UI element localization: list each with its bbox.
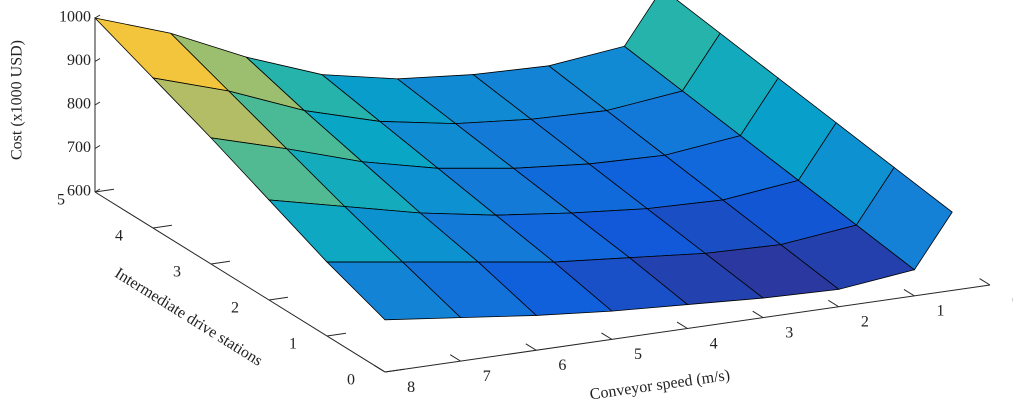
x-tick-label: 1: [936, 303, 944, 320]
z-tick: [94, 145, 101, 149]
x-tick: [828, 299, 840, 308]
z-tick-label: 600: [67, 183, 91, 200]
x-tick-label: 8: [407, 379, 415, 396]
x-tick: [449, 354, 461, 362]
surface-patch: [326, 261, 462, 321]
x-tick: [601, 332, 613, 340]
y-tick-label: 2: [231, 300, 239, 317]
z-tick-label: 700: [67, 139, 91, 156]
x-tick-label: 4: [710, 335, 718, 352]
z-tick-label: 800: [67, 96, 91, 113]
y-tick: [384, 368, 404, 373]
x-tick: [676, 321, 688, 329]
x-tick-label: 6: [558, 357, 566, 374]
x-tick-label: 7: [483, 368, 491, 385]
y-tick: [152, 224, 172, 229]
y-tick: [268, 296, 288, 301]
y-axis-label: Intermediate drive stations: [112, 265, 266, 370]
x-tick: [752, 310, 764, 319]
y-tick-label: 3: [173, 264, 181, 281]
y-tick: [326, 332, 346, 337]
y-tick: [210, 260, 230, 265]
z-axis-label: Cost (x1000 USD): [9, 40, 26, 160]
z-tick-label: 900: [67, 52, 91, 69]
z-tick: [94, 58, 101, 62]
surface: [93, 0, 953, 321]
y-tick-label: 1: [289, 336, 297, 353]
x-tick: [374, 365, 386, 373]
x-tick: [525, 343, 537, 351]
z-tick: [94, 14, 101, 19]
z-tick-label: 1000: [59, 9, 91, 26]
x-tick-label: 3: [785, 324, 793, 341]
y-tick-label: 0: [347, 372, 355, 389]
z-tick: [94, 188, 101, 193]
y-tick-label: 5: [57, 192, 65, 209]
y-tick: [94, 188, 114, 193]
x-tick: [979, 278, 991, 286]
x-axis-label: Conveyor speed (m/s): [589, 367, 731, 404]
y-tick-label: 4: [115, 228, 123, 245]
x-tick-label: 5: [634, 346, 642, 363]
x-tick-label: 2: [861, 314, 869, 331]
z-tick: [94, 101, 101, 106]
y-axis-line: [94, 191, 386, 373]
x-tick: [903, 288, 915, 297]
